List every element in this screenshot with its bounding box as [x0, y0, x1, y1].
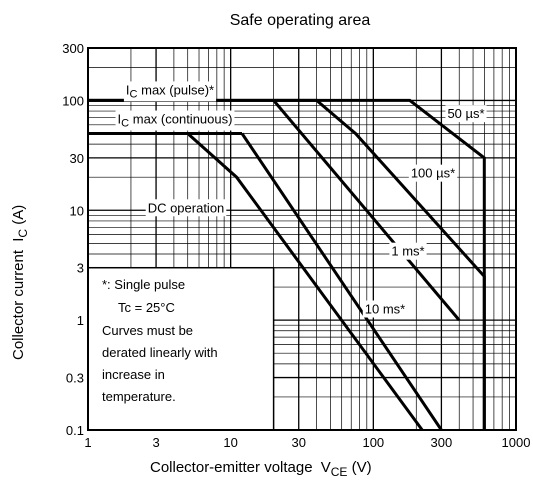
- note-line: increase in: [102, 367, 165, 382]
- x-tick-label: 100: [362, 435, 384, 450]
- label-dc: DC operation: [145, 199, 227, 217]
- curve-10-ms: [240, 132, 443, 431]
- label-ic-max-pulse: IC max (pulse)*: [123, 81, 217, 102]
- label-1ms: 1 ms*: [389, 242, 427, 260]
- curve-labels: IC max (pulse)* IC max (continuous) 50 µs*…: [115, 81, 487, 318]
- label-10ms-bg: [362, 300, 408, 318]
- x-axis-label: Collector-emitter voltage VCE (V): [150, 459, 372, 479]
- label-100us-bg: [408, 164, 458, 182]
- curve-100-s: [88, 98, 486, 430]
- x-tick-label: 1000: [502, 435, 531, 450]
- y-axis-label: Collector current IC (A): [10, 205, 30, 360]
- note-box: [87, 266, 275, 431]
- curve-1-ms: [272, 99, 461, 322]
- label-dc-bg: [145, 199, 227, 217]
- label-ic-max-continuous-text: IC max (continuous): [118, 112, 233, 130]
- label-ic-max-continuous-bg: [115, 110, 235, 131]
- tick-labels: 1 3 10 30 100 300 1000 0.1 0.3 1 3 10 30 100 300: [62, 41, 530, 450]
- x-tick-label: 300: [431, 435, 453, 450]
- chart-title: Safe operating area: [230, 12, 371, 29]
- label-50us-bg: [445, 105, 487, 123]
- note-line: Curves must be: [102, 323, 193, 338]
- label-50us-text: 50 µs*: [447, 106, 484, 121]
- label-10ms: 10 ms*: [362, 300, 408, 318]
- x-tick-label: 30: [292, 435, 306, 450]
- label-ic-max-pulse-bg: [123, 81, 217, 102]
- note-line: Tc = 25°C: [118, 300, 175, 315]
- label-ic-max-continuous: IC max (continuous): [115, 110, 235, 131]
- y-tick-label: 100: [62, 93, 84, 108]
- note-line: derated linearly with: [102, 345, 218, 360]
- plot-frame: [87, 47, 517, 431]
- label-10ms-text: 10 ms*: [365, 301, 405, 316]
- curves: [88, 98, 486, 431]
- y-tick-label: 300: [62, 41, 84, 56]
- label-100us-text: 100 µs*: [411, 166, 455, 181]
- y-tick-label: 30: [70, 151, 84, 166]
- note-line: temperature.: [102, 389, 176, 404]
- label-50us: 50 µs*: [445, 105, 487, 123]
- note-line: *: Single pulse: [102, 277, 185, 292]
- x-tick-label: 1: [84, 435, 91, 450]
- y-tick-label: 1: [77, 313, 84, 328]
- label-1ms-text: 1 ms*: [391, 244, 424, 259]
- label-1ms-bg: [389, 242, 427, 260]
- y-tick-label: 0.3: [66, 371, 84, 386]
- y-tick-label: 0.1: [66, 423, 84, 438]
- x-tick-label: 10: [223, 435, 237, 450]
- y-tick-label: 3: [77, 261, 84, 276]
- axis-labels: Collector-emitter voltage VCE (V) Collect…: [10, 205, 372, 479]
- label-100us: 100 µs*: [408, 164, 458, 182]
- note-text: *: Single pulse Tc = 25°C Curves must be de…: [102, 277, 218, 404]
- label-dc-text: DC operation: [148, 200, 225, 215]
- label-ic-max-pulse-text: IC max (pulse)*: [126, 82, 214, 100]
- y-tick-label: 10: [70, 203, 84, 218]
- curve-dc-operation: [186, 132, 424, 431]
- x-tick-label: 3: [152, 435, 159, 450]
